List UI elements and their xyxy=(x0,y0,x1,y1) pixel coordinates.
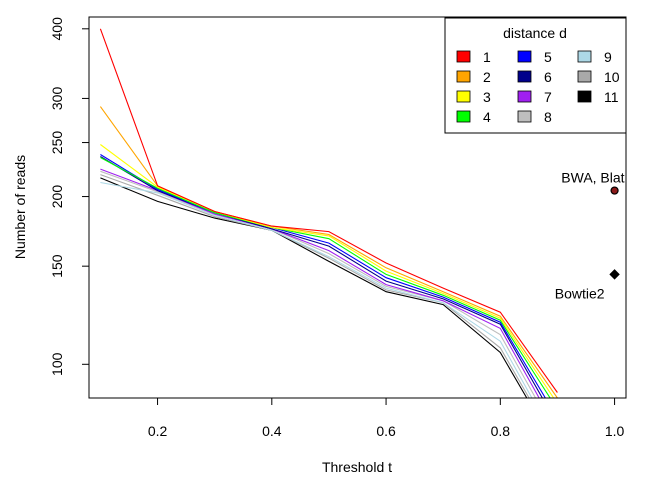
y-tick-label: 100 xyxy=(49,352,65,376)
legend-swatch-8 xyxy=(517,110,532,123)
legend-label-8: 8 xyxy=(544,109,552,125)
legend-swatch-9 xyxy=(577,50,592,63)
series-line-3 xyxy=(100,144,555,398)
series-line-2 xyxy=(99,106,558,398)
legend-swatch-3 xyxy=(456,90,471,103)
legend-label-7: 7 xyxy=(544,89,552,105)
y-axis: 100 150 200 250 300 400 xyxy=(49,17,90,376)
y-tick-label: 400 xyxy=(49,17,65,41)
x-tick-label: 0.2 xyxy=(148,423,168,439)
legend-box xyxy=(444,17,627,134)
point-label: BWA, Blat xyxy=(561,170,624,186)
points-layer: BWA, Blat Bowtie2 xyxy=(555,170,625,302)
x-tick-label: 0.6 xyxy=(376,423,396,439)
legend-swatch-2 xyxy=(456,70,471,83)
legend-swatch-10 xyxy=(577,70,592,83)
x-tick-label: 0.8 xyxy=(491,423,511,439)
legend-label-10: 10 xyxy=(604,69,620,85)
legend-label-2: 2 xyxy=(483,69,491,85)
series-layer xyxy=(99,28,558,398)
x-tick-label: 0.4 xyxy=(262,423,282,439)
legend-items: 1 2 3 4 5 6 7 8 9 10 11 xyxy=(456,49,620,125)
y-tick-label: 250 xyxy=(49,131,65,155)
series-line-1 xyxy=(99,28,558,393)
legend-title: distance d xyxy=(503,25,567,41)
legend-swatch-11 xyxy=(577,90,592,103)
point-label: Bowtie2 xyxy=(555,285,605,301)
series-line-4 xyxy=(100,157,551,398)
series-line-8 xyxy=(100,170,537,398)
legend-swatch-7 xyxy=(517,90,532,103)
legend-swatch-1 xyxy=(456,50,471,63)
legend-label-4: 4 xyxy=(483,109,491,125)
legend-label-3: 3 xyxy=(483,89,491,105)
series-line-10 xyxy=(100,174,530,398)
point-marker xyxy=(610,186,619,195)
legend-label-1: 1 xyxy=(483,49,491,65)
legend-label-9: 9 xyxy=(604,49,612,65)
x-tick-label: 1.0 xyxy=(605,423,625,439)
legend-swatch-5 xyxy=(517,50,532,63)
x-axis-label: Threshold t xyxy=(322,459,392,475)
legend-swatch-4 xyxy=(456,110,471,123)
y-tick-label: 200 xyxy=(49,185,65,209)
series-line-5 xyxy=(100,154,546,398)
series-line-11 xyxy=(100,177,528,398)
point-marker xyxy=(609,269,620,280)
legend: distance d 1 2 3 4 5 6 7 8 9 10 11 xyxy=(444,17,627,134)
y-tick-label: 300 xyxy=(49,87,65,111)
y-axis-label: Number of reads xyxy=(12,155,28,259)
series-line-9 xyxy=(100,181,533,398)
x-axis: 0.2 0.4 0.6 0.8 1.0 xyxy=(148,397,625,439)
legend-swatch-6 xyxy=(517,70,532,83)
series-line-7 xyxy=(100,168,540,398)
legend-label-6: 6 xyxy=(544,69,552,85)
y-tick-label: 150 xyxy=(49,254,65,278)
legend-label-5: 5 xyxy=(544,49,552,65)
legend-label-11: 11 xyxy=(604,89,619,105)
series-line-6 xyxy=(100,156,543,398)
